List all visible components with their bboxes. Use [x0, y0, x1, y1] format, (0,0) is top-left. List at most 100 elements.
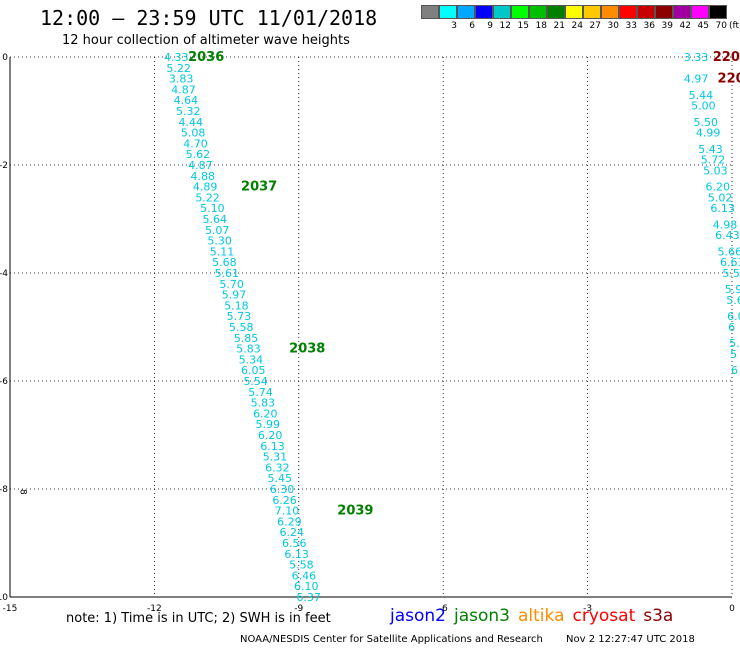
wave-height-value: 5.74 — [248, 386, 273, 399]
wave-height-value: 4.97 — [684, 73, 709, 86]
legend-unit: (ft) — [729, 21, 740, 31]
legend-label: 39 — [661, 21, 673, 31]
satellite-s3a: s3a — [643, 606, 674, 626]
wave-height-value: 6 — [731, 364, 738, 377]
wave-height-value: 6.26 — [272, 494, 297, 507]
wave-height-value: 5.9 — [725, 283, 740, 296]
legend-swatch — [583, 5, 601, 19]
wave-height-value: 5.6 — [726, 294, 740, 307]
wave-height-value: 5.97 — [222, 289, 247, 302]
wave-height-value: 5.10 — [200, 202, 225, 215]
wave-height-value: 5.85 — [234, 332, 259, 345]
wave-height-value: 5.50 — [693, 116, 718, 129]
wave-height-value: 5.58 — [229, 321, 254, 334]
legend-swatch — [547, 5, 565, 19]
wave-height-value: 6.46 — [292, 569, 317, 582]
x-tick-label: -3 — [583, 604, 592, 614]
legend-label: 30 — [607, 21, 619, 31]
wave-height-value: 4.98 — [713, 218, 738, 231]
coast-marker: 8 — [17, 489, 27, 495]
legend-label: 21 — [553, 21, 565, 31]
legend-swatches — [421, 5, 740, 19]
wave-height-value: 6.20 — [706, 181, 731, 194]
wave-height-value: 5.07 — [205, 224, 230, 237]
legend-swatch — [637, 5, 655, 19]
wave-height-value: 5.57 — [722, 267, 740, 280]
legend-label: 24 — [571, 21, 583, 31]
y-tick-label: -8 — [0, 485, 8, 495]
legend-swatch — [673, 5, 691, 19]
wave-height-value: 4.33 — [164, 51, 189, 64]
wave-height-value: 3.83 — [169, 73, 194, 86]
wave-height-value: 5.11 — [210, 245, 235, 258]
pass-time-label: 2038 — [289, 342, 325, 357]
legend-label: 12 — [499, 21, 511, 31]
wave-height-value: 5.03 — [703, 164, 728, 177]
wave-height-value: 6.37 — [296, 591, 321, 604]
wave-height-value: 5.00 — [691, 100, 716, 113]
wave-height-value: 5.32 — [176, 105, 201, 118]
legend-label: 15 — [517, 21, 529, 31]
wave-height-value: 5.31 — [263, 451, 288, 464]
legend-swatch — [475, 5, 493, 19]
wave-height-value: 5.02 — [708, 191, 733, 204]
wave-height-value: 6.13 — [710, 202, 735, 215]
footer: NOAA/NESDIS Center for Satellite Applica… — [240, 634, 695, 645]
pass-time-label: 220 — [713, 50, 740, 65]
wave-height-value: 5.66 — [718, 245, 740, 258]
y-tick-label: 0 — [2, 53, 8, 63]
legend-swatch — [421, 5, 439, 19]
wave-height-value: 6.43 — [715, 229, 740, 242]
note-text: note: 1) Time is in UTC; 2) SWH is in fe… — [66, 611, 331, 626]
wave-height-value: 5.22 — [195, 191, 220, 204]
legend-label: 33 — [625, 21, 637, 31]
page-subtitle: 12 hour collection of altimeter wave hei… — [62, 33, 350, 48]
wave-height-value: 4.89 — [193, 181, 218, 194]
legend-label: 6 — [469, 21, 475, 31]
wave-height-value: 4.87 — [171, 83, 196, 96]
legend-swatch — [511, 5, 529, 19]
satellite-altika: altika — [518, 606, 565, 626]
wave-height-value: 5.44 — [689, 89, 714, 102]
legend-swatch — [529, 5, 547, 19]
legend-label: 27 — [589, 21, 601, 31]
wave-height-value: 6.29 — [277, 515, 302, 528]
y-tick-label: -2 — [0, 161, 8, 171]
wave-height-value: 6.0 — [727, 310, 740, 323]
pass-time-label: 2039 — [337, 504, 373, 519]
wave-height-value: 5.99 — [255, 418, 279, 431]
legend-swatch — [691, 5, 709, 19]
footer-credit: NOAA/NESDIS Center for Satellite Applica… — [240, 634, 543, 645]
wave-height-value: 6 — [728, 321, 735, 334]
wave-height-value: 6.63 — [720, 256, 740, 269]
wave-height-value: 6.13 — [260, 440, 285, 453]
footer-timestamp: Nov 2 12:27:47 UTC 2018 — [566, 634, 695, 645]
wave-height-value: 5.54 — [243, 375, 267, 388]
legend-label: 70 — [715, 21, 727, 31]
satellite-legend: jason2 jason3 altika cryosat s3a — [390, 606, 681, 626]
wave-height-value: 5.73 — [227, 310, 252, 323]
pass-time-label: 2037 — [241, 180, 277, 195]
legend-label: 36 — [643, 21, 655, 31]
legend-label: 45 — [697, 21, 709, 31]
wave-height-value: 5 — [730, 348, 737, 361]
wave-height-value: 5.68 — [212, 256, 237, 269]
wave-height-value: 6.30 — [270, 483, 295, 496]
wave-height-value: 5.43 — [698, 143, 723, 156]
legend-swatch — [439, 5, 457, 19]
wave-height-value: 4.70 — [183, 137, 208, 150]
pass-time-label: 220 — [718, 72, 740, 87]
wave-height-value: 5.34 — [239, 353, 264, 366]
wave-height-value: 5.62 — [186, 148, 211, 161]
wave-height-value: 7.10 — [275, 505, 300, 518]
wave-height-value: 5.45 — [268, 472, 293, 485]
wave-height-value: 6.20 — [258, 429, 283, 442]
y-tick-label: -10 — [0, 593, 8, 603]
x-tick-label: 0 — [729, 604, 735, 614]
legend-swatch — [709, 5, 727, 19]
wave-height-value: 3.33 — [684, 51, 709, 64]
y-tick-label: -4 — [0, 269, 8, 279]
y-tick-label: -6 — [0, 377, 8, 387]
